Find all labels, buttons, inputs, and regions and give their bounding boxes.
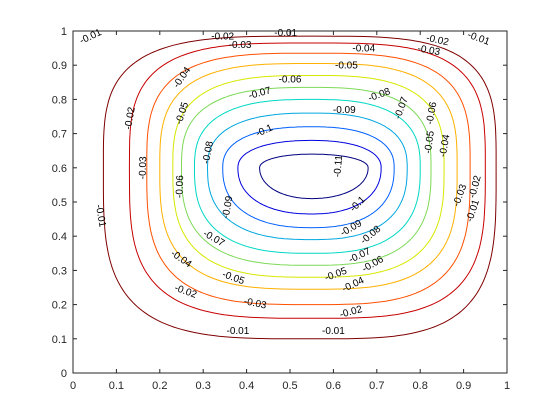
contour-label: -0.01 [93,204,108,229]
y-tick-label: 0.2 [52,300,67,312]
x-axis-ticks: 0 0.1 0.2 0.3 0.4 0.5 0.6 0.7 0.8 0.9 1 [70,31,510,392]
x-tick-label: 0.8 [413,380,428,392]
contour-label: -0.06 [279,74,302,85]
contour-line-neg-0-02 [128,42,486,319]
contour-label: -0.01 [227,326,250,337]
contour-label: -0.02 [123,106,138,131]
contour-label: -0.08 [201,140,216,165]
contour-line-neg-0-05 [172,75,445,278]
contour-label: -0.06 [174,175,186,199]
y-tick-label: 0.3 [52,265,67,277]
contour-label: -0.03 [229,40,252,51]
x-tick-label: 0.2 [152,380,167,392]
contour-label: -0.06 [425,101,440,126]
contour-label: -0.03 [138,156,150,180]
contour-label: -0.05 [423,130,437,155]
y-tick-label: 0.8 [52,94,67,106]
contour-label: -0.02 [425,33,450,49]
y-axis-ticks: 0 0.1 0.2 0.3 0.4 0.5 0.6 0.7 0.8 0.9 1 [52,26,507,380]
contour-line-neg-0-04 [159,63,458,290]
contour-line-neg-0-11 [259,153,369,200]
x-tick-label: 0 [70,380,76,392]
contour-label: -0.03 [417,43,442,58]
contour-lines [102,35,497,340]
y-tick-label: 0.9 [52,60,67,72]
contour-line-neg-0-03 [146,52,471,306]
contour-line-neg-0-07 [194,98,421,254]
y-tick-label: 0.6 [52,163,67,175]
contour-line-neg-0-1 [237,139,382,215]
contour-label: -0.04 [438,133,453,158]
x-tick-label: 0.4 [239,380,254,392]
x-tick-label: 0.9 [456,380,471,392]
contour-label: -0.01 [274,28,297,39]
x-tick-label: 0.6 [326,380,341,392]
contour-line-neg-0-09 [222,126,395,229]
contour-label: -0.05 [335,61,358,72]
y-tick-label: 0.7 [52,129,67,141]
y-tick-label: 0.5 [52,197,67,209]
y-tick-label: 0 [61,368,67,380]
contour-line-neg-0-06 [181,86,432,266]
contour-label: -0.09 [333,105,356,116]
x-tick-label: 0.7 [369,380,384,392]
contour-line-neg-0-01 [102,35,497,340]
contour-label: -0.01 [322,326,345,337]
contour-label: -0.09 [221,195,236,220]
x-tick-label: 1 [504,380,510,392]
x-tick-label: 0.3 [196,380,211,392]
contour-label: -0.02 [211,32,234,43]
x-tick-label: 0.5 [282,380,297,392]
contour-label: -0.03 [243,296,268,312]
contour-label: -0.04 [352,44,375,55]
contour-label: -0.11 [332,154,345,177]
x-tick-label: 0.1 [109,380,124,392]
contour-line-neg-0-08 [206,112,408,241]
y-tick-label: 0.4 [52,231,67,243]
y-tick-label: 1 [61,26,67,38]
y-tick-label: 0.1 [52,334,67,346]
